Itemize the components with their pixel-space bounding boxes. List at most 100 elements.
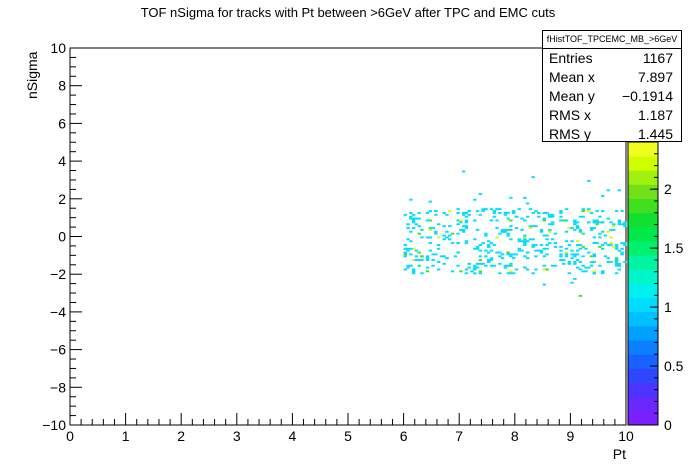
histogram-bin <box>523 255 527 258</box>
histogram-bin <box>498 272 502 275</box>
histogram-bin <box>406 266 410 269</box>
histogram-bin <box>409 247 413 250</box>
histogram-bin <box>428 200 432 203</box>
stats-value: 1.187 <box>637 107 673 123</box>
histogram-bin <box>592 242 597 245</box>
histogram-bin <box>481 208 485 211</box>
histogram-bin <box>503 211 508 214</box>
histogram-bin <box>456 211 460 214</box>
histogram-bin <box>498 251 502 254</box>
histogram-bin <box>545 268 549 271</box>
histogram-bin <box>623 261 627 263</box>
histogram-bin <box>509 196 513 199</box>
histogram-bin <box>509 272 513 275</box>
histogram-bin <box>464 268 469 271</box>
histogram-bin <box>495 236 499 239</box>
y-tick-label: 2 <box>58 191 66 207</box>
histogram-bin <box>411 259 416 262</box>
histogram-bin <box>606 189 610 192</box>
histogram-bin <box>573 255 577 258</box>
histogram-bin <box>581 264 585 267</box>
histogram-bin <box>603 242 608 245</box>
histogram-bin <box>448 234 452 237</box>
histogram-bin <box>623 244 627 246</box>
stats-box-name: fHistTOF_TPCEMC_MB_>6GeV <box>543 31 681 49</box>
histogram-bin <box>548 230 552 233</box>
histogram-bin <box>409 215 413 218</box>
histogram-bin <box>417 264 421 267</box>
x-tick-label: 7 <box>455 428 463 444</box>
histogram-bin <box>500 253 505 256</box>
histogram-bin <box>575 244 580 246</box>
histogram-bin <box>428 236 432 239</box>
stats-label: Entries <box>549 50 593 66</box>
histogram-bin <box>542 219 546 222</box>
histogram-bin <box>523 236 527 239</box>
histogram-bin <box>578 268 583 271</box>
histogram-bin <box>570 240 574 243</box>
histogram-bin <box>562 219 566 222</box>
histogram-bin <box>617 249 622 252</box>
histogram-bin <box>617 262 622 265</box>
stats-row-entries: Entries 1167 <box>543 49 681 68</box>
histogram-bin <box>584 270 588 273</box>
histogram-bin <box>542 247 546 250</box>
histogram-bin <box>581 255 585 258</box>
y-tick-label: 6 <box>58 115 66 131</box>
histogram-bin <box>420 255 424 258</box>
histogram-bin <box>548 215 552 218</box>
histogram-bin <box>570 281 574 284</box>
histogram-bin <box>592 270 597 273</box>
histogram-bin <box>445 236 449 239</box>
histogram-bin <box>489 249 494 252</box>
histogram-bin <box>550 213 555 216</box>
histogram-bin <box>417 232 421 235</box>
histogram-bin <box>411 221 416 224</box>
histogram-bin <box>450 270 455 273</box>
histogram-bin <box>525 257 530 260</box>
histogram-bin <box>528 208 533 211</box>
histogram-bin <box>609 221 613 224</box>
histogram-bin <box>553 242 558 245</box>
histogram-bin <box>589 228 594 231</box>
histogram-bin <box>559 259 563 262</box>
x-tick-label: 5 <box>344 428 352 444</box>
histogram-bin <box>500 230 505 233</box>
x-tick-label: 1 <box>122 428 130 444</box>
histogram-bin <box>562 259 566 262</box>
histogram-bin <box>442 234 446 237</box>
histogram-bin <box>509 264 513 267</box>
histogram-bin <box>537 249 541 252</box>
histogram-bin <box>528 225 533 228</box>
histogram-bin <box>548 228 552 231</box>
histogram-bin <box>606 244 610 246</box>
histogram-bin <box>411 270 416 273</box>
histogram-bin <box>592 261 597 263</box>
histogram-bin <box>464 219 469 222</box>
histogram-bin <box>592 219 597 222</box>
histogram-bin <box>614 257 619 260</box>
histogram-bin <box>542 211 546 214</box>
histogram-bin <box>478 270 483 273</box>
histogram-bin <box>428 210 432 212</box>
histogram-bin <box>506 232 510 235</box>
histogram-bin <box>528 227 533 229</box>
histogram-bin <box>525 215 530 218</box>
histogram-bin <box>461 211 466 214</box>
histogram-bin <box>425 255 430 258</box>
histogram-bin <box>550 223 555 226</box>
histogram-bin <box>409 230 413 233</box>
histogram-bin <box>411 217 416 220</box>
histogram-bin <box>489 259 494 262</box>
histogram-bin <box>600 272 605 275</box>
histogram-bin <box>575 240 580 243</box>
x-tick-label: 3 <box>233 428 241 444</box>
x-tick-label: 9 <box>567 428 575 444</box>
histogram-bin <box>492 211 496 214</box>
histogram-bin <box>484 232 488 235</box>
histogram-bin <box>614 261 619 263</box>
histogram-bin <box>567 244 571 246</box>
histogram-bin <box>411 213 416 216</box>
histogram-bin <box>481 262 485 265</box>
histogram-bin <box>478 193 483 196</box>
